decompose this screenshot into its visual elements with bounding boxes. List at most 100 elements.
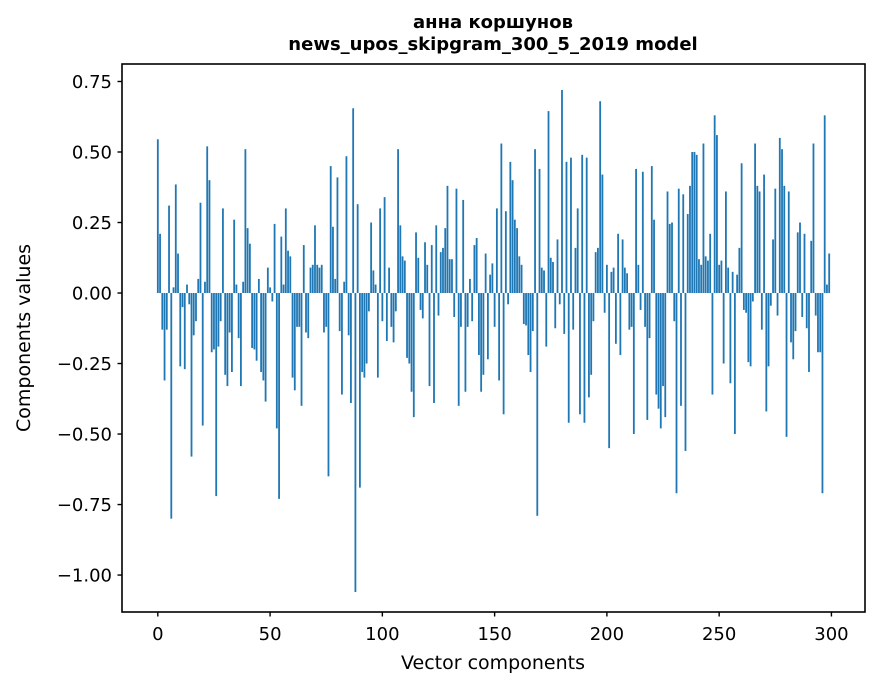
bar — [722, 293, 725, 364]
bar — [599, 101, 602, 294]
bar — [704, 256, 707, 294]
bar — [700, 264, 703, 294]
bar — [179, 293, 182, 367]
bar — [410, 293, 413, 392]
bar — [731, 271, 734, 294]
bar — [664, 293, 667, 418]
bar — [823, 115, 826, 294]
bar — [289, 256, 292, 294]
bar — [213, 293, 215, 350]
bar — [397, 149, 399, 294]
bar — [805, 293, 808, 329]
bar — [253, 293, 256, 350]
bar — [635, 168, 637, 294]
bar — [478, 293, 480, 356]
bar — [282, 284, 285, 294]
bar — [603, 293, 606, 313]
bar — [513, 219, 516, 294]
bar — [695, 154, 698, 294]
bar — [228, 293, 231, 333]
bar — [547, 111, 550, 294]
bar — [401, 256, 404, 294]
bar — [493, 293, 496, 327]
y-tick-label: 0.50 — [72, 142, 112, 163]
bar — [495, 208, 498, 294]
bar — [482, 293, 485, 375]
bar — [682, 194, 685, 294]
bar — [336, 177, 339, 294]
bar — [765, 293, 768, 412]
bar — [489, 274, 492, 294]
bar — [284, 208, 287, 294]
y-axis-ticks: 0.75 0.50 0.25 0.00 −0.25 −0.50 −0.75 −1.00 — [57, 72, 122, 587]
bar — [641, 171, 644, 294]
bar — [208, 180, 211, 294]
bar — [567, 293, 570, 423]
bar — [484, 253, 487, 294]
bar — [545, 293, 548, 347]
bar — [579, 293, 581, 415]
bar — [350, 293, 352, 403]
bar — [659, 293, 662, 429]
bar — [792, 293, 795, 360]
bar — [601, 174, 604, 294]
bar — [711, 293, 714, 395]
bar — [172, 287, 175, 294]
bar — [783, 185, 786, 294]
bar — [610, 271, 613, 294]
bar — [556, 239, 559, 294]
chart-title-line1: анна коршунов — [413, 12, 573, 33]
bar — [552, 261, 554, 294]
bar — [525, 293, 527, 326]
bar — [504, 211, 507, 294]
bar — [210, 293, 213, 353]
bar — [655, 293, 658, 395]
x-tick-label: 0 — [152, 624, 163, 645]
bar — [170, 293, 173, 519]
bar — [381, 293, 384, 322]
bar — [188, 293, 191, 305]
bar — [320, 264, 323, 294]
bar — [803, 233, 806, 294]
bar — [581, 154, 584, 294]
bar — [814, 293, 817, 316]
bar — [727, 267, 730, 294]
bar — [374, 284, 377, 294]
bar — [486, 293, 489, 360]
bar — [453, 293, 456, 317]
bar — [442, 247, 444, 294]
bar — [244, 149, 247, 294]
bar — [614, 293, 617, 344]
bar — [165, 293, 168, 330]
bar — [716, 135, 718, 294]
bar — [388, 267, 390, 294]
bar — [639, 293, 642, 310]
bar — [156, 139, 159, 294]
bar — [594, 252, 597, 294]
bar — [475, 238, 478, 294]
bar — [376, 293, 379, 378]
bar — [428, 293, 431, 387]
bar — [419, 293, 422, 310]
y-tick-label: −0.50 — [57, 425, 112, 446]
bar — [653, 219, 655, 294]
bar — [760, 293, 763, 330]
bar — [399, 225, 402, 294]
bar — [500, 143, 503, 294]
bar — [738, 247, 741, 294]
bar — [828, 253, 831, 294]
bar — [394, 293, 397, 312]
bar — [168, 205, 170, 294]
bar — [291, 293, 294, 378]
bar — [733, 293, 736, 435]
bar — [821, 293, 824, 494]
bar — [740, 163, 743, 294]
bar — [262, 293, 265, 381]
bar — [439, 252, 442, 294]
bar — [367, 293, 370, 312]
bar — [255, 293, 258, 361]
bar — [329, 166, 332, 294]
bar — [498, 293, 501, 381]
bar — [219, 293, 222, 322]
